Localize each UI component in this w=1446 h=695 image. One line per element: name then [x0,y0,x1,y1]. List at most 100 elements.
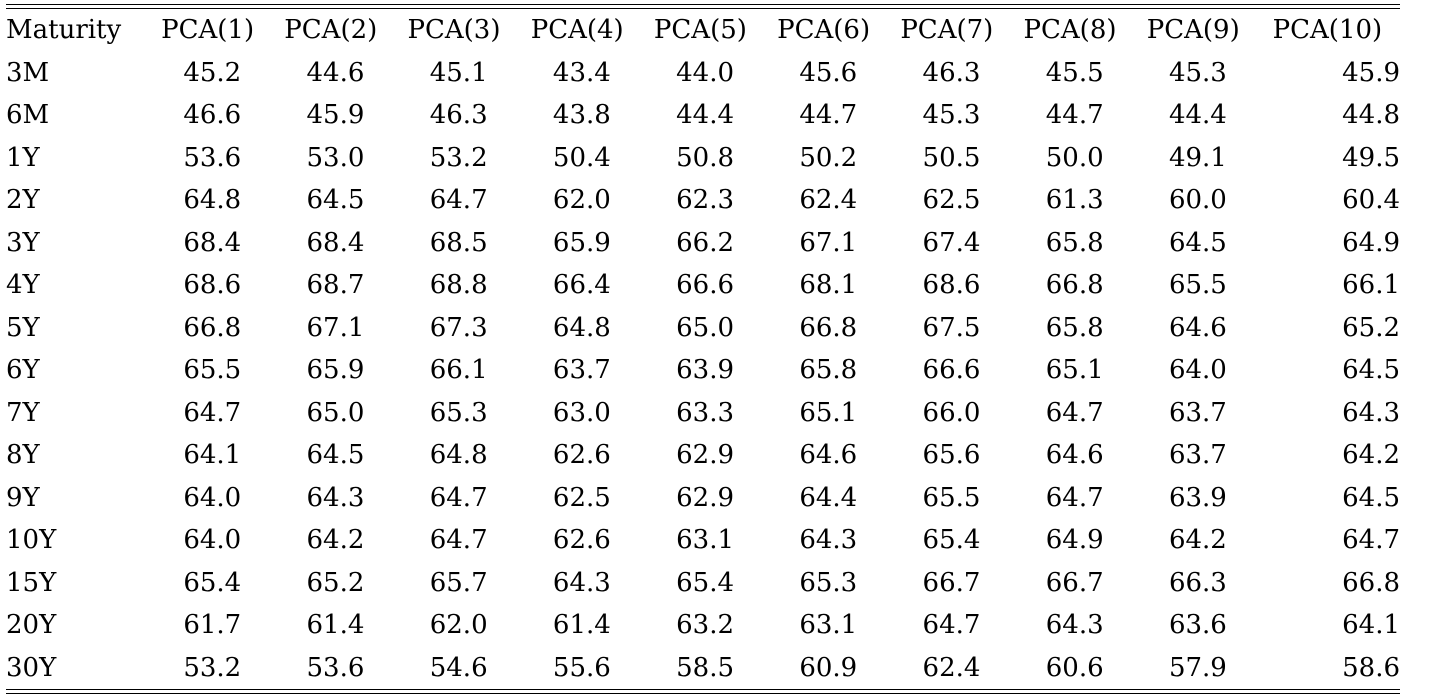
row-label: 2Y [6,185,40,215]
table-cell: 64.2 [1342,440,1400,470]
table-row: 6Y 65.5 65.9 66.1 63.7 63.9 65.8 66.6 65.1 64.0 64… [6,349,1400,392]
table-cell: 64.3 [799,525,858,555]
table-cell: 64.7 [922,610,981,640]
table-cell: 65.4 [183,567,242,598]
header-row: Maturity PCA(1) PCA(2) PCA(3) PCA(4) PCA(5) PC… [6,9,1400,52]
table-cell: 50.5 [922,142,981,173]
table-cell: 57.9 [1168,652,1227,683]
table-cell: 64.5 [1168,227,1227,258]
column-header-maturity: Maturity [6,15,122,45]
table-cell: 68.6 [183,270,242,300]
table-cell: 46.6 [183,100,242,130]
column-header-pca-1: PCA(1) [161,15,255,45]
table-cell: 64.7 [1045,482,1104,513]
column-header-pca-5: PCA(5) [653,15,747,45]
column-header-pca-4: PCA(4) [530,15,624,45]
column-header-pca-2: PCA(2) [284,15,378,45]
column-header-pca-10: PCA(10) [1272,15,1383,45]
table-cell: 66.7 [1045,567,1104,598]
row-label: 8Y [6,440,40,470]
table-row: 2Y 64.8 64.5 64.7 62.0 62.3 62.4 62.5 61.3 60.0 60… [6,179,1400,222]
table-cell: 49.5 [1342,142,1400,173]
table-cell: 68.8 [429,270,488,300]
table-cell: 64.3 [1045,610,1104,640]
table-cell: 61.4 [552,610,611,640]
table-cell: 65.8 [1045,312,1104,343]
table-row: 5Y 66.8 67.1 67.3 64.8 65.0 66.8 67.5 65.8 64.6 65… [6,307,1400,350]
table-cell: 62.5 [922,185,981,215]
table-cell: 62.0 [552,185,611,215]
table-cell: 46.3 [922,57,981,88]
table-cell: 62.6 [552,525,611,555]
table-cell: 66.1 [1342,270,1400,300]
table-cell: 64.3 [552,567,611,598]
row-label: 30Y [6,652,57,683]
table-cell: 63.7 [552,355,611,385]
table-cell: 67.1 [306,312,365,343]
table-row: 4Y 68.6 68.7 68.8 66.4 66.6 68.1 68.6 66.8 65.5 66… [6,264,1400,307]
table-cell: 62.4 [799,185,858,215]
table-cell: 65.6 [922,440,981,470]
table-cell: 67.1 [799,227,858,258]
table-cell: 64.1 [183,440,242,470]
table-cell: 64.0 [183,482,242,513]
column-header-pca-9: PCA(9) [1146,15,1240,45]
table-cell: 45.3 [1168,57,1227,88]
table-cell: 44.7 [799,100,858,130]
table-cell: 64.8 [429,440,488,470]
table-cell: 68.4 [306,227,365,258]
table-cell: 65.2 [1342,312,1400,343]
table-cell: 46.3 [429,100,488,130]
column-header-pca-8: PCA(8) [1023,15,1117,45]
table-cell: 65.4 [922,525,981,555]
table-cell: 63.0 [552,397,611,428]
table-cell: 65.5 [1168,270,1227,300]
table-cell: 64.7 [429,525,488,555]
table-cell: 67.3 [429,312,488,343]
table-cell: 45.2 [183,57,242,88]
table-cell: 65.7 [429,567,488,598]
table-cell: 45.5 [1045,57,1104,88]
table-cell: 44.4 [1168,100,1227,130]
table-cell: 45.9 [306,100,365,130]
table-cell: 64.5 [306,185,365,215]
row-label: 3Y [6,227,40,258]
table-cell: 61.4 [306,610,365,640]
table-cell: 63.1 [799,610,858,640]
table-row: 20Y 61.7 61.4 62.0 61.4 63.2 63.1 64.7 64.3 63.6 6… [6,604,1400,647]
row-label: 3M [6,57,50,88]
table-cell: 66.6 [922,355,981,385]
table-cell: 66.6 [676,270,735,300]
table-cell: 53.2 [183,652,242,683]
table-cell: 64.9 [1342,227,1400,258]
table-cell: 66.8 [183,312,242,343]
table-cell: 63.3 [676,397,735,428]
table-cell: 65.1 [799,397,858,428]
table-cell: 68.6 [922,270,981,300]
column-header-pca-3: PCA(3) [407,15,501,45]
row-label: 6M [6,100,50,130]
table-row: 30Y 53.2 53.6 54.6 55.6 58.5 60.9 62.4 60.6 57.9 5… [6,647,1400,690]
table-cell: 64.0 [1168,355,1227,385]
table-cell: 64.8 [552,312,611,343]
table-cell: 64.7 [1045,397,1104,428]
table-cell: 64.3 [1342,397,1400,428]
table-cell: 44.4 [676,100,735,130]
table-cell: 53.6 [183,142,242,173]
table-cell: 53.6 [306,652,365,683]
table-body: 3M 45.2 44.6 45.1 43.4 44.0 45.6 46.3 45.5 45.3 45… [6,52,1400,690]
table-cell: 65.8 [1045,227,1104,258]
table-cell: 63.6 [1168,610,1227,640]
table-cell: 65.2 [306,567,365,598]
table-cell: 64.0 [183,525,242,555]
table-cell: 63.1 [676,525,735,555]
table-cell: 64.5 [1342,482,1400,513]
table-cell: 44.7 [1045,100,1104,130]
table-cell: 65.4 [676,567,735,598]
row-label: 10Y [6,525,57,555]
table-cell: 66.3 [1168,567,1227,598]
table-cell: 62.6 [552,440,611,470]
table-cell: 66.4 [552,270,611,300]
table-cell: 64.6 [1168,312,1227,343]
table-cell: 68.7 [306,270,365,300]
